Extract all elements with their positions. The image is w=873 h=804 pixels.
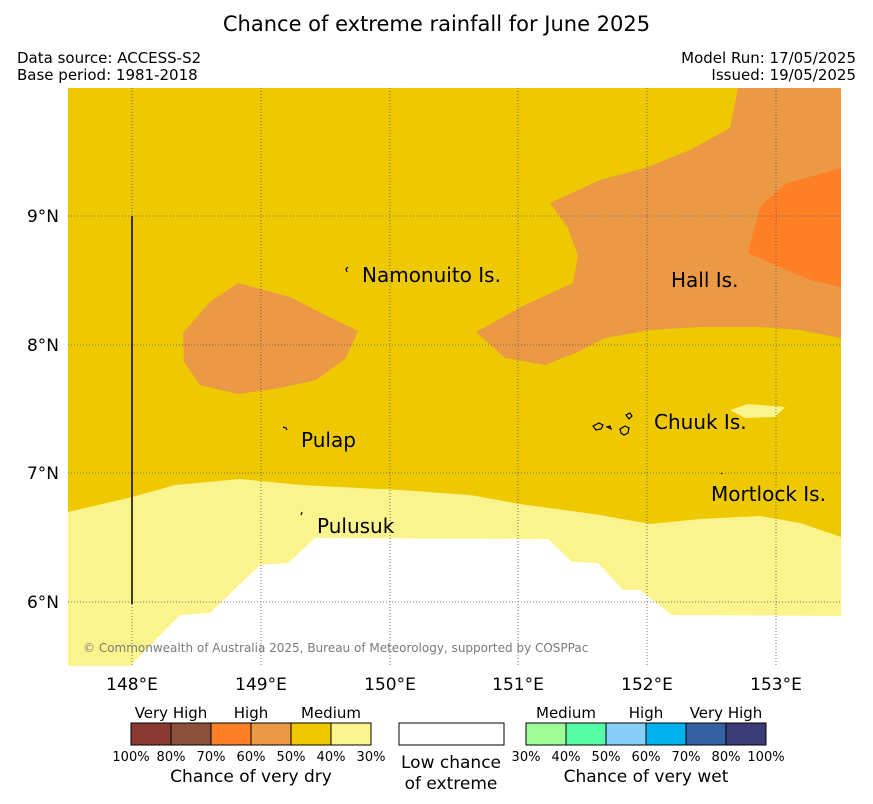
legend-wet-swatch [565,722,607,746]
mortlock-island-shape [720,472,723,475]
legend-wet-percent-label: 100% [747,750,784,765]
legend-dry-label-medium: Medium [301,704,361,722]
legend-neutral-line1: Low chance [401,753,501,773]
legend-wet-percent-label: 80% [712,750,741,765]
lat-tick-label: 7°N [27,464,59,484]
lon-tick-label: 149°E [235,675,287,695]
lon-tick-label: 150°E [364,675,416,695]
lon-tick-label: 153°E [750,675,802,695]
island-outlines [282,266,723,516]
map-high-dry-region-west [183,283,358,394]
legend-wet-swatch [645,722,687,746]
legend-neutral-line2: of extreme [405,774,498,794]
place-label-chuuk: Chuuk Is. [654,410,747,434]
legend-dry-label-high: High [234,704,268,722]
legend-wet-label-medium: Medium [536,704,596,722]
pulap-island-shape [282,426,288,431]
legend-wet-swatches [525,722,767,746]
chuuk-island-shape [592,412,633,436]
latitude-labels: 9°N 8°N 7°N 6°N [27,207,59,613]
meta-left: Data source: ACCESS-S2 Base period: 1981… [17,50,201,84]
legend-dry-percent-label: 80% [157,750,186,765]
legend-dry-swatch [170,722,212,746]
place-label-pulusuk: Pulusuk [317,514,395,538]
legend-wet-swatch [725,722,767,746]
legend-wet: Medium High Very High 30% 40% 50% 60% 70% 80%… [512,704,785,787]
lon-tick-label: 148°E [106,675,158,695]
legend-dry-percent-label: 30% [357,750,386,765]
legend-dry-percent-label: 60% [237,750,266,765]
legend-dry-caption: Chance of very dry [170,767,332,787]
meta-right: Model Run: 17/05/2025 Issued: 19/05/2025 [681,50,856,84]
legend-dry-swatches [130,722,372,746]
map-plot-area [68,88,841,666]
legend-dry-percent-label: 40% [317,750,346,765]
legend-wet-label-high: High [629,704,663,722]
legend-dry-percents: 100% 80% 70% 60% 50% 40% 30% [112,750,385,765]
legend-wet-swatch [605,722,647,746]
map-high-dry-60-region [748,168,841,287]
pulusuk-island-shape [300,511,303,516]
legend-neutral-swatch [398,722,505,746]
legend-wet-percent-label: 50% [592,750,621,765]
legend-dry-swatch [290,722,332,746]
legend-wet-label-very-high: Very High [690,704,763,722]
place-label-hall: Hall Is. [671,268,738,292]
copyright-notice: © Commonwealth of Australia 2025, Bureau… [83,641,588,655]
legend-dry: Very High High Medium 100% 80% 70% 60% 50% 40… [112,704,385,787]
lat-tick-label: 8°N [27,336,59,356]
data-source-text: Data source: ACCESS-S2 [17,49,202,67]
lat-tick-label: 9°N [27,207,59,227]
legend-dry-swatch [330,722,372,746]
base-period-text: Base period: 1981-2018 [17,66,198,84]
issued-text: Issued: 19/05/2025 [711,66,856,84]
legend-dry-swatch [210,722,252,746]
map-title: Chance of extreme rainfall for June 2025 [222,12,651,36]
lon-tick-label: 151°E [492,675,544,695]
legend-dry-percent-label: 100% [112,750,149,765]
legend-dry-swatch [130,722,172,746]
longitude-labels: 148°E 149°E 150°E 151°E 152°E 153°E [106,675,802,695]
place-label-mortlock: Mortlock Is. [711,482,826,506]
legend-wet-percent-label: 60% [632,750,661,765]
legend-dry-percent-label: 70% [197,750,226,765]
legend-wet-percent-label: 30% [512,750,541,765]
place-label-namonuito: Namonuito Is. [362,263,501,287]
legend-neutral: Low chance of extreme [398,722,505,794]
legend-dry-label-very-high: Very High [135,704,208,722]
legend-wet-percent-label: 70% [672,750,701,765]
legend-wet-percents: 30% 40% 50% 60% 70% 80% 100% [512,750,785,765]
map-high-dry-region-east [476,88,841,365]
lat-tick-label: 6°N [27,593,59,613]
legend-wet-caption: Chance of very wet [564,767,729,787]
legend-dry-percent-label: 50% [277,750,306,765]
model-run-text: Model Run: 17/05/2025 [681,49,856,67]
place-labels: Namonuito Is. Hall Is. Pulap Chuuk Is. M… [301,263,826,538]
namonuito-island-shape [345,266,349,273]
legend-wet-swatch [525,722,567,746]
place-label-pulap: Pulap [301,428,356,452]
lon-tick-label: 152°E [621,675,673,695]
legend-wet-swatch [685,722,727,746]
legend-wet-percent-label: 40% [552,750,581,765]
map-gridlines [68,88,841,666]
legend-dry-swatch [250,722,292,746]
map-low-dry-patch [730,404,785,418]
